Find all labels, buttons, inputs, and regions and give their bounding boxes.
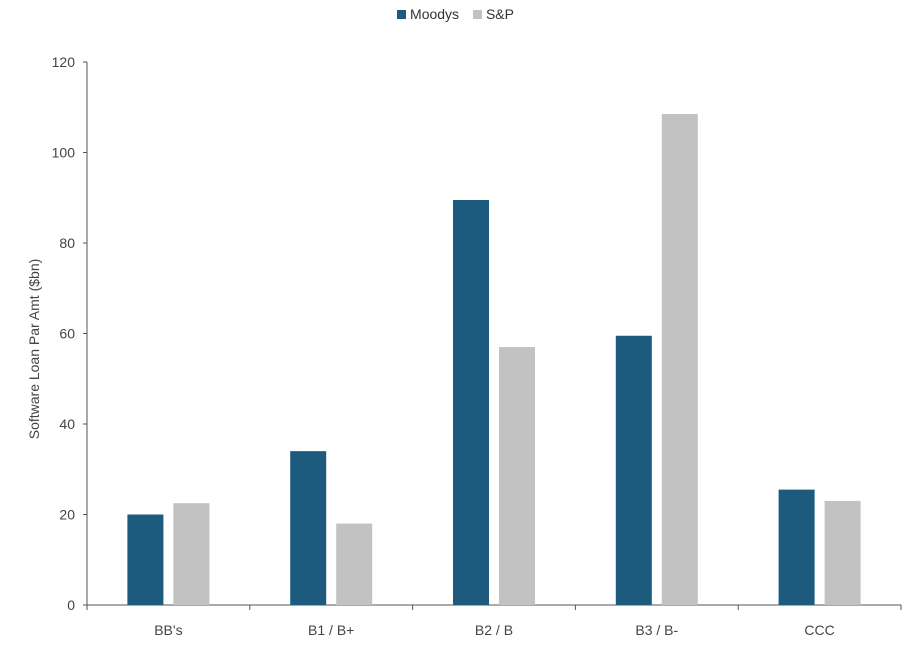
x-tick-label: CCC (804, 622, 834, 638)
y-tick-label: 40 (59, 416, 75, 432)
legend-label-moodys: Moodys (410, 6, 460, 22)
bar-sp (499, 347, 535, 605)
legend-item-sp: S&P (472, 6, 514, 22)
legend-item-moodys: Moodys (397, 6, 459, 22)
y-tick-label: 100 (52, 145, 76, 161)
bar-sp (824, 500, 861, 605)
bar-sp (661, 114, 698, 605)
bar-moodys (615, 335, 652, 605)
legend-label-sp: S&P (485, 6, 514, 22)
y-tick-label: 60 (59, 326, 75, 342)
y-tick-label: 20 (59, 507, 75, 523)
chart-legend: Moodys S&P (0, 6, 911, 22)
bar-moodys (290, 451, 327, 605)
legend-swatch-moodys (397, 10, 407, 19)
legend-swatch-sp (472, 10, 482, 19)
y-tick-label: 120 (52, 54, 76, 70)
x-tick-label: BB's (154, 622, 182, 638)
bar-moodys (778, 489, 815, 605)
y-tick-label: 0 (67, 597, 75, 613)
x-tick-label: B2 / B (475, 622, 513, 638)
x-tick-label: B1 / B+ (308, 622, 354, 638)
bar-moodys (127, 514, 164, 605)
x-tick-label: B3 / B- (635, 622, 678, 638)
y-tick-label: 80 (59, 235, 75, 251)
bar-moodys (453, 200, 489, 605)
bar-sp (173, 503, 210, 605)
bar-sp (336, 523, 373, 605)
